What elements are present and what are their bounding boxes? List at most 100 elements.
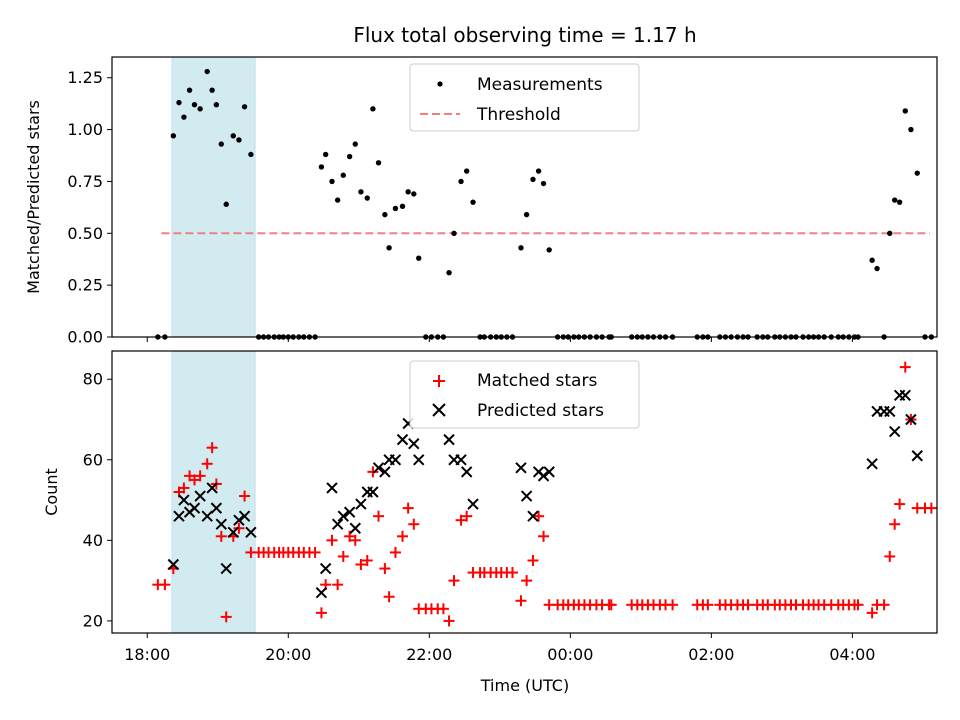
predicted-star-point [326, 482, 338, 494]
matched-star-point [448, 575, 460, 587]
predicted-star-stroke-b [884, 405, 896, 418]
predicted-star-stroke-b [396, 433, 409, 446]
matched-star-point [349, 534, 361, 546]
measurement-point [236, 137, 242, 143]
matched-star-point [527, 554, 539, 566]
predicted-star-point [349, 522, 361, 534]
matched-star-point [344, 530, 356, 542]
bottom-legend: Matched stars Predicted stars [409, 360, 640, 429]
x-tick-label: 18:00 [124, 645, 170, 664]
bottom-y-tick-label: 80 [83, 370, 103, 389]
predicted-star-point [866, 458, 878, 470]
matched-star-point [889, 518, 901, 530]
measurement-point [535, 168, 542, 174]
predicted-star-point [215, 518, 228, 530]
measurement-point [386, 245, 392, 251]
predicted-star-point [201, 510, 213, 522]
bottom-y-ticks: 20 40 60 80 [83, 370, 112, 630]
x-axis-label: Time (UTC) [480, 676, 569, 695]
legend-label-predicted: Predicted stars [477, 401, 604, 421]
matched-star-point [337, 550, 349, 562]
matched-star-point [925, 502, 937, 514]
predicted-star-stroke-b [460, 466, 473, 478]
measurement-point [186, 87, 193, 93]
top-y-tick-label: 0.75 [67, 172, 103, 191]
measurement-point [213, 102, 220, 108]
predicted-stars-points [167, 389, 923, 599]
predicted-star-stroke-b [206, 482, 218, 494]
measurement-point [518, 245, 524, 251]
predicted-star-stroke-b [194, 490, 206, 502]
predicted-star-stroke-b [355, 498, 367, 510]
measurement-point [446, 270, 452, 276]
predicted-star-point [210, 502, 223, 514]
measurement-point [470, 199, 476, 205]
predicted-star-stroke-b [331, 518, 344, 530]
matched-star-point [437, 603, 449, 615]
chart-title: Flux total observing time = 1.17 h [353, 23, 696, 47]
measurement-point [405, 189, 411, 195]
matched-star-point [899, 361, 911, 373]
predicted-star-point [905, 413, 917, 426]
measurement-point [241, 104, 248, 110]
measurement-point [223, 201, 229, 207]
predicted-star-stroke-b [537, 470, 550, 482]
predicted-star-stroke-b [888, 425, 901, 438]
predicted-star-stroke-b [367, 486, 379, 498]
top-panel: 0.00 0.25 0.50 0.75 1.00 1.25 Matched/Predict… [24, 56, 938, 347]
matched-star-point [215, 530, 227, 542]
measurement-point [197, 106, 203, 112]
measurement-point [399, 203, 406, 210]
predicted-star-stroke-b [527, 510, 539, 522]
matched-star-point [220, 611, 232, 623]
matched-star-point [379, 563, 391, 575]
matched-star-point [355, 559, 367, 571]
top-y-tick-label: 0.25 [67, 276, 103, 295]
measurement-point [869, 257, 875, 263]
predicted-star-stroke-b [238, 510, 251, 522]
matched-star-point [884, 550, 896, 562]
matched-star-point [538, 530, 550, 542]
predicted-star-stroke-b [178, 494, 190, 506]
predicted-star-stroke-b [372, 462, 385, 474]
measurement-point [451, 230, 457, 236]
bottom-y-tick-label: 40 [83, 531, 103, 550]
matched-star-point [178, 482, 190, 494]
matched-star-point [309, 546, 321, 558]
x-tick-label: 20:00 [265, 645, 311, 664]
predicted-star-stroke-b [233, 514, 245, 526]
predicted-star-stroke-b [899, 389, 911, 402]
predicted-star-point [537, 470, 550, 482]
matched-star-point [239, 490, 251, 502]
predicted-star-stroke-b [245, 526, 257, 538]
measurement-point [392, 205, 399, 212]
top-shaded-region [171, 56, 256, 338]
predicted-star-point [220, 562, 232, 575]
predicted-star-point [543, 466, 555, 478]
measurement-point [896, 199, 903, 205]
measurement-point [340, 172, 346, 178]
x-tick-label: 22:00 [406, 645, 452, 664]
x-tick-label: 04:00 [829, 645, 875, 664]
predicted-star-stroke-b [349, 522, 361, 534]
matched-star-point [397, 530, 409, 542]
measurement-point [358, 189, 364, 195]
measurement-point [891, 197, 898, 203]
matched-star-point [702, 599, 714, 611]
predicted-star-point [372, 462, 385, 474]
measurement-point [352, 141, 358, 147]
predicted-star-stroke-b [520, 490, 533, 502]
measurement-point [908, 126, 914, 133]
matched-star-point [533, 510, 545, 522]
measurement-point [416, 255, 422, 261]
predicted-star-stroke-b [413, 454, 425, 466]
measurement-point [170, 133, 177, 139]
measurement-point [191, 102, 198, 108]
predicted-star-stroke-b [326, 482, 338, 494]
measurement-point [318, 164, 325, 170]
predicted-star-stroke-b [543, 466, 555, 478]
top-y-tick-label: 1.25 [67, 68, 103, 87]
measurement-point [322, 151, 329, 158]
